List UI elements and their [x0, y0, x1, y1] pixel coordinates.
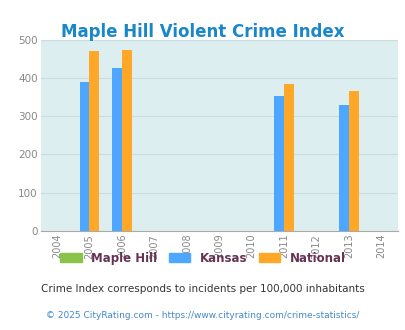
- Bar: [274, 96, 284, 231]
- Legend: Maple Hill, Kansas, National: Maple Hill, Kansas, National: [55, 247, 350, 269]
- Text: © 2025 CityRating.com - https://www.cityrating.com/crime-statistics/: © 2025 CityRating.com - https://www.city…: [46, 312, 359, 320]
- Bar: [89, 51, 99, 231]
- Text: Crime Index corresponds to incidents per 100,000 inhabitants: Crime Index corresponds to incidents per…: [41, 284, 364, 294]
- Bar: [348, 91, 358, 231]
- Bar: [79, 82, 89, 231]
- Bar: [339, 106, 348, 231]
- Text: Maple Hill Violent Crime Index: Maple Hill Violent Crime Index: [61, 23, 344, 41]
- Bar: [122, 50, 131, 231]
- Bar: [284, 83, 293, 231]
- Bar: [112, 68, 122, 231]
